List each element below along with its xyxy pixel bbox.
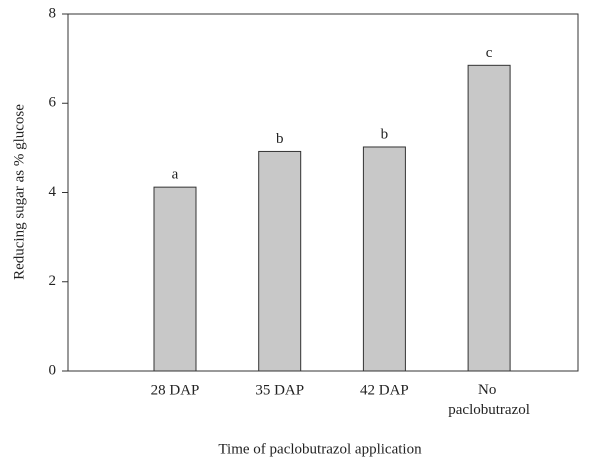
annotation: b — [276, 131, 284, 147]
x-tick-label: 35 DAP — [255, 382, 304, 398]
x-axis-label: Time of paclobutrazol application — [218, 441, 422, 457]
x-tick-label: 42 DAP — [360, 382, 409, 398]
annotation: b — [381, 126, 389, 142]
annotation: a — [172, 167, 179, 183]
y-tick-label: 6 — [49, 95, 57, 111]
y-tick-label: 0 — [49, 362, 57, 378]
bar — [258, 150, 302, 372]
x-tick-label: 28 DAP — [151, 382, 200, 398]
y-tick-label: 2 — [49, 273, 57, 289]
x-tick-label: No paclobutrazol — [448, 382, 530, 418]
bar — [153, 186, 197, 372]
y-tick-label: 4 — [49, 184, 57, 200]
y-tick-label: 8 — [49, 5, 57, 21]
y-axis-label: Reducing sugar as % glucose — [11, 104, 27, 280]
annotation: c — [486, 45, 493, 61]
bar — [362, 146, 406, 372]
bar — [467, 64, 511, 372]
